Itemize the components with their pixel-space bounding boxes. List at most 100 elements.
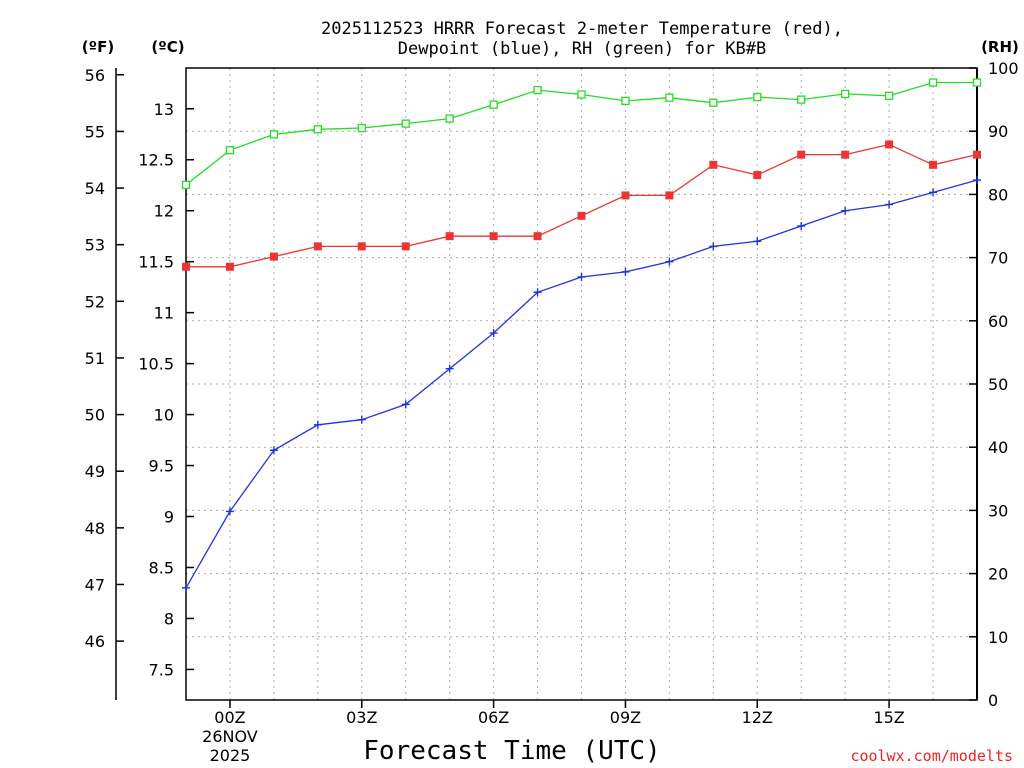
series-layer [181, 78, 982, 592]
rh-point [753, 92, 762, 102]
dewpoint-point [401, 400, 410, 409]
tick-label-fahrenheit: 54 [85, 179, 105, 198]
tick-label-fahrenheit: 47 [85, 575, 105, 594]
credit-text: coolwx.com/modelts [850, 747, 1013, 765]
tick-label-celsius: 13 [154, 100, 174, 119]
tick-label-rh: 0 [988, 691, 998, 710]
dewpoint-point [753, 237, 762, 246]
dewpoint-point [577, 272, 586, 281]
tick-label-fahrenheit: 50 [85, 406, 105, 425]
dewpoint-point [533, 288, 542, 297]
tick-label-fahrenheit: 48 [85, 519, 105, 538]
chart-title-line1: 2025112523 HRRR Forecast 2-meter Tempera… [321, 19, 843, 39]
tick-label-celsius: 11 [154, 304, 174, 323]
tick-label-fahrenheit: 46 [85, 632, 105, 651]
tick-label-x-date: 26NOV [202, 727, 258, 746]
tick-label-x: 00Z [214, 708, 245, 727]
temperature-point [445, 232, 454, 241]
dewpoint-point [973, 176, 981, 185]
dewpoint-point [182, 583, 190, 592]
x-axis-label: Forecast Time (UTC) [363, 736, 660, 766]
dewpoint-point [489, 329, 498, 338]
tick-label-fahrenheit: 49 [85, 462, 105, 481]
rh-point [489, 100, 498, 109]
rh-point [313, 125, 322, 134]
temperature-point [885, 140, 894, 149]
tick-label-fahrenheit: 52 [85, 292, 105, 311]
tick-label-celsius: 9 [164, 508, 174, 527]
rh-point [577, 90, 586, 99]
tick-label-rh: 20 [988, 565, 1008, 584]
tick-label-rh: 30 [988, 501, 1008, 520]
gridlines [186, 68, 977, 700]
temperature-point [929, 160, 938, 169]
temperature-point [489, 232, 498, 241]
tick-label-fahrenheit: 51 [85, 349, 105, 368]
temperature-point [709, 160, 718, 169]
rh-point [972, 78, 982, 87]
temperature-point [665, 191, 674, 200]
rh-point [665, 93, 674, 102]
tick-label-celsius: 11.5 [138, 253, 174, 272]
dewpoint-point [929, 188, 938, 197]
dewpoint-point [313, 420, 322, 429]
tick-label-x: 06Z [478, 708, 509, 727]
tick-label-rh: 60 [988, 312, 1008, 331]
rh-point [445, 114, 454, 123]
dewpoint-point [269, 446, 278, 455]
tick-label-rh: 10 [988, 628, 1008, 647]
tick-label-rh: 100 [988, 59, 1019, 78]
tick-label-fahrenheit: 55 [85, 122, 105, 141]
dewpoint-point [841, 206, 850, 215]
temperature-point [182, 262, 190, 271]
temperature-point [841, 150, 850, 159]
tick-label-x: 03Z [346, 708, 377, 727]
tick-label-x: 09Z [610, 708, 641, 727]
rh-point [533, 85, 542, 95]
tick-label-x: 15Z [873, 708, 904, 727]
unit-rh: (RH) [981, 38, 1019, 56]
tick-label-fahrenheit: 53 [85, 236, 105, 255]
temperature-point [621, 191, 630, 200]
rh-point [225, 146, 235, 155]
dewpoint-point [665, 257, 674, 266]
rh-point [357, 123, 366, 133]
rh-point [621, 96, 630, 106]
dewpoint-point [621, 267, 630, 276]
rh-point [401, 119, 410, 128]
chart-title-line2: Dewpoint (blue), RH (green) for KB#B [398, 39, 766, 59]
rh-point [181, 180, 191, 190]
tick-label-celsius: 7.5 [149, 660, 174, 679]
tick-label-rh: 50 [988, 375, 1008, 394]
rh-point [797, 95, 806, 104]
rh-point [884, 91, 894, 100]
temperature-point [577, 211, 586, 220]
temperature-point [313, 242, 322, 251]
dewpoint-point [797, 222, 806, 230]
rh-point [841, 89, 850, 99]
tick-label-rh: 40 [988, 438, 1008, 457]
temperature-point [269, 252, 278, 261]
rh-point [928, 78, 938, 87]
tick-label-celsius: 8 [164, 609, 174, 628]
temperature-point [753, 171, 762, 180]
rh-point [709, 98, 718, 107]
temperature-point [401, 242, 410, 251]
tick-label-celsius: 8.5 [149, 558, 174, 577]
tick-label-celsius: 10.5 [138, 355, 174, 374]
temperature-point [533, 232, 542, 241]
tick-label-rh: 90 [988, 122, 1008, 141]
tick-label-rh: 70 [988, 249, 1008, 268]
temperature-point [357, 242, 366, 251]
tick-label-x-year: 2025 [210, 746, 251, 765]
dewpoint-point [885, 200, 894, 209]
temperature-point [225, 262, 234, 271]
tick-label-celsius: 10 [154, 406, 174, 425]
unit-fahrenheit: (ºF) [82, 38, 114, 56]
tick-label-celsius: 12 [154, 202, 174, 221]
dewpoint-point [357, 415, 366, 424]
temperature-point [973, 150, 981, 159]
dewpoint-point [225, 507, 234, 516]
tick-label-fahrenheit: 56 [85, 66, 105, 85]
